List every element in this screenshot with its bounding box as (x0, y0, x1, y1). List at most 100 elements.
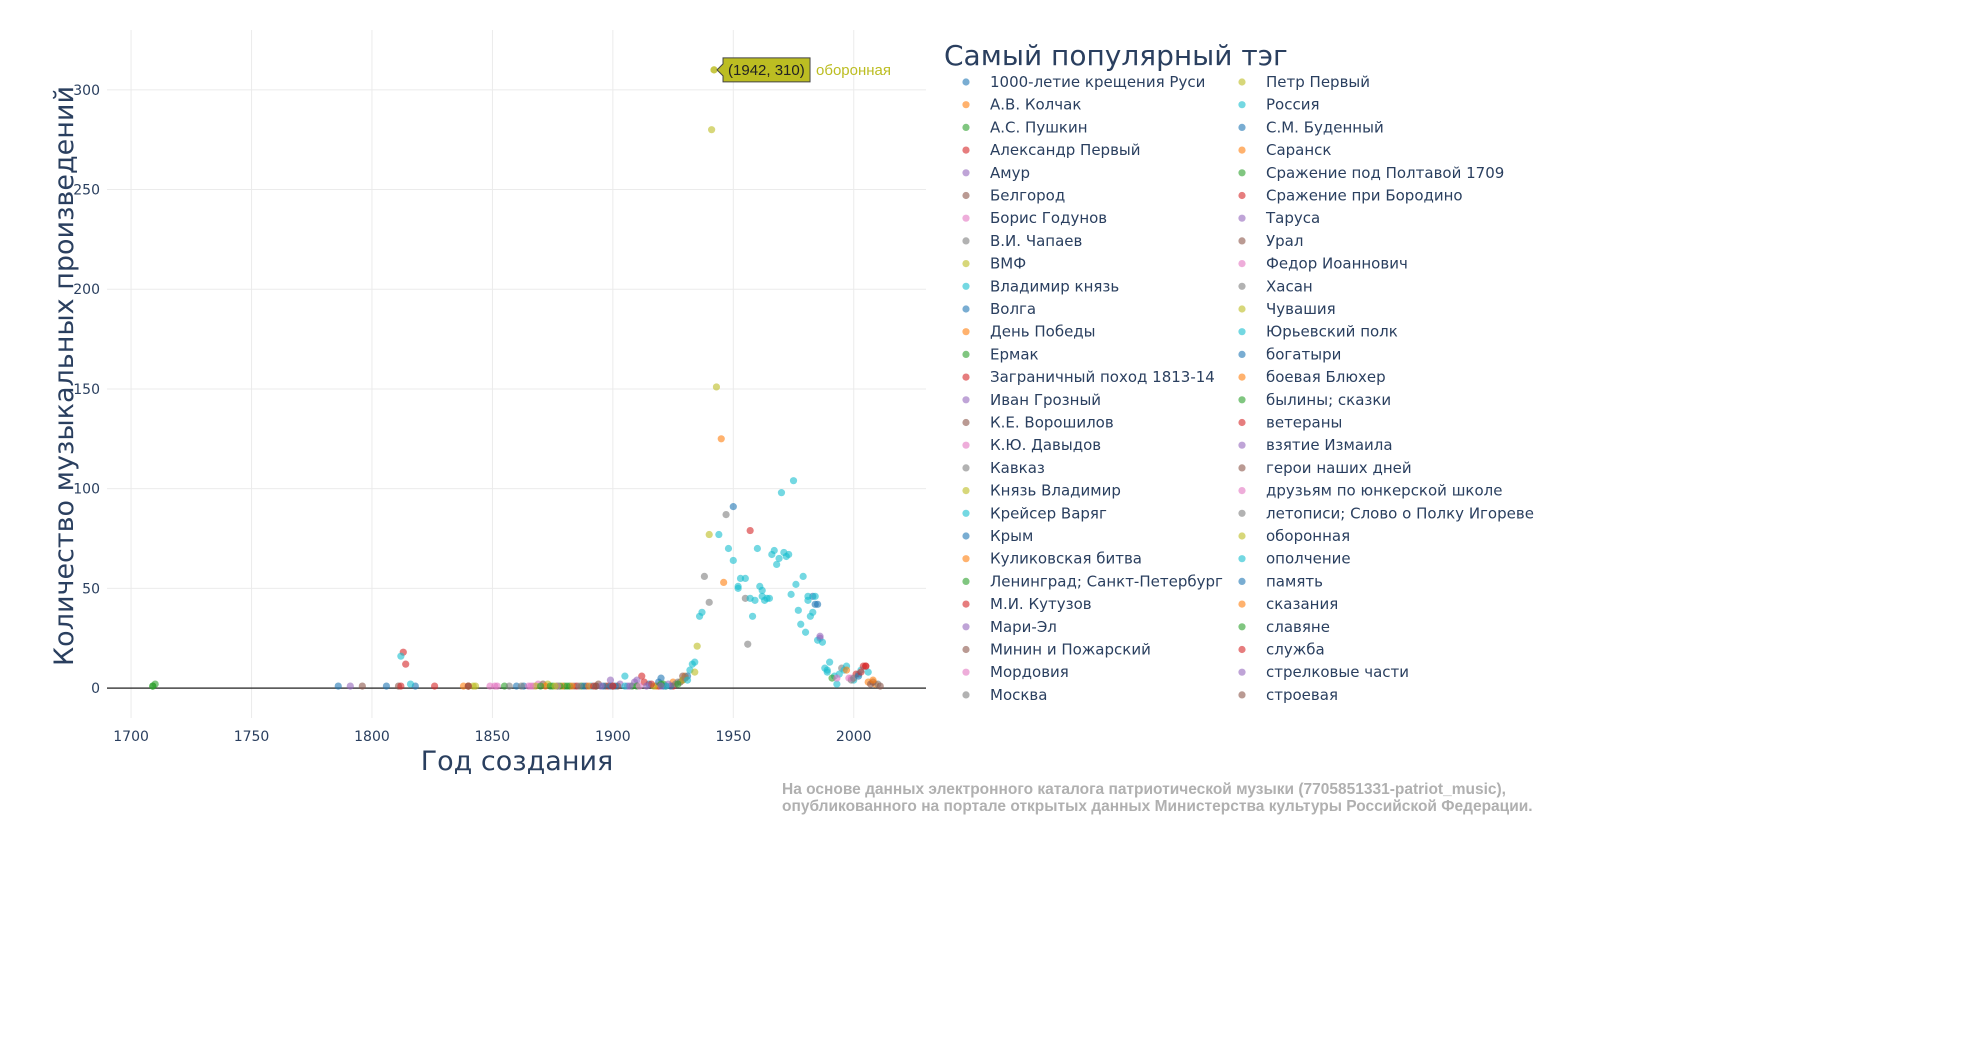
data-point[interactable] (592, 682, 600, 690)
data-point[interactable] (864, 668, 872, 676)
legend-item[interactable]: служба (1238, 641, 1325, 659)
data-point[interactable] (758, 586, 766, 594)
legend-item[interactable]: оборонная (1238, 527, 1350, 545)
data-point[interactable] (708, 126, 716, 134)
data-point[interactable] (397, 682, 405, 690)
legend-item[interactable]: былины; сказки (1238, 391, 1391, 409)
data-point[interactable] (775, 554, 783, 563)
data-point[interactable] (642, 682, 651, 690)
data-point[interactable] (674, 680, 682, 688)
legend-item[interactable]: К.Е. Ворошилов (962, 414, 1114, 432)
data-point[interactable] (876, 682, 884, 690)
data-point[interactable] (869, 676, 877, 684)
data-point[interactable] (746, 526, 754, 535)
data-point[interactable] (801, 628, 810, 636)
legend-item[interactable]: сказания (1238, 595, 1338, 613)
legend-item[interactable]: герои наших дней (1238, 459, 1412, 477)
data-point[interactable] (406, 680, 415, 688)
legend-item[interactable]: Таруса (1238, 209, 1320, 227)
data-point[interactable] (792, 580, 800, 588)
legend-item[interactable]: Федор Иоаннович (1238, 255, 1408, 273)
data-point[interactable] (691, 658, 699, 666)
data-point[interactable] (777, 489, 786, 497)
legend-item[interactable]: летописи; Слово о Полку Игореве (1238, 504, 1534, 522)
data-point[interactable] (657, 682, 665, 690)
data-point[interactable] (773, 560, 781, 569)
legend[interactable]: 1000-летие крещения Руси А.В. Колчак А.С. … (962, 73, 1534, 704)
data-point[interactable] (382, 682, 391, 690)
data-point[interactable] (149, 682, 157, 690)
data-point[interactable] (635, 682, 643, 690)
data-point[interactable] (789, 477, 798, 485)
data-point[interactable] (346, 682, 354, 690)
data-point[interactable] (491, 682, 499, 690)
legend-item[interactable]: Минин и Пожарский (962, 641, 1151, 659)
data-point[interactable] (811, 600, 819, 608)
data-point[interactable] (794, 606, 802, 614)
legend-item[interactable]: Белгород (962, 187, 1065, 205)
data-point[interactable] (816, 632, 824, 640)
legend-item[interactable]: Хасан (1238, 277, 1313, 295)
data-point[interactable] (720, 578, 728, 586)
data-point[interactable] (833, 680, 841, 688)
data-point[interactable] (621, 672, 629, 680)
legend-item[interactable]: ополчение (1238, 550, 1351, 568)
legend-item[interactable]: Мари-Эл (962, 618, 1057, 636)
legend-item[interactable]: Иван Грозный (962, 391, 1101, 409)
data-point[interactable] (358, 682, 366, 690)
legend-item[interactable]: Сражение под Полтавой 1709 (1238, 164, 1504, 182)
data-point[interactable] (833, 674, 841, 682)
data-point[interactable] (744, 640, 752, 648)
data-point[interactable] (638, 672, 646, 680)
legend-item[interactable]: Юрьевский полк (1238, 323, 1398, 341)
data-point[interactable] (809, 608, 817, 616)
legend-item[interactable]: С.М. Буденный (1238, 118, 1384, 136)
legend-item[interactable]: Саранск (1238, 141, 1332, 159)
data-point[interactable] (683, 676, 692, 684)
legend-item[interactable]: взятие Измаила (1238, 436, 1393, 454)
legend-item[interactable]: боевая Блюхер (1238, 368, 1386, 386)
data-point[interactable] (575, 682, 583, 690)
data-point[interactable] (563, 682, 571, 690)
data-point[interactable] (715, 530, 723, 539)
data-point[interactable] (700, 572, 708, 581)
legend-item[interactable]: Волга (962, 300, 1036, 318)
data-point[interactable] (464, 682, 472, 690)
data-point[interactable] (722, 510, 730, 519)
data-points[interactable] (149, 66, 884, 690)
data-point[interactable] (753, 544, 761, 553)
data-point[interactable] (804, 596, 812, 604)
data-point[interactable] (712, 383, 721, 391)
data-point[interactable] (799, 572, 807, 581)
legend-item[interactable]: Петр Первый (1238, 73, 1370, 91)
legend-item[interactable]: Мордовия (962, 663, 1069, 681)
legend-item[interactable]: Крым (962, 527, 1033, 545)
legend-item[interactable]: Москва (962, 686, 1047, 704)
data-point[interactable] (724, 544, 733, 553)
legend-item[interactable]: ветераны (1238, 414, 1342, 432)
data-point[interactable] (765, 594, 774, 602)
legend-item[interactable]: Заграничный поход 1813-14 (962, 368, 1215, 386)
legend-item[interactable]: День Победы (962, 323, 1096, 341)
legend-item[interactable]: Князь Владимир (962, 482, 1121, 500)
data-point[interactable] (626, 682, 634, 690)
legend-item[interactable]: Крейсер Варяг (962, 504, 1107, 522)
data-point[interactable] (609, 682, 617, 690)
legend-item[interactable]: 1000-летие крещения Руси (962, 73, 1205, 91)
data-point[interactable] (857, 668, 865, 676)
data-point[interactable] (431, 682, 439, 690)
legend-item[interactable]: память (1238, 572, 1323, 590)
data-point[interactable] (842, 666, 851, 674)
legend-item[interactable]: Ермак (962, 345, 1039, 363)
data-point[interactable] (729, 503, 737, 511)
legend-item[interactable]: Урал (1238, 232, 1303, 250)
legend-item[interactable]: М.И. Кутузов (962, 595, 1092, 613)
data-point[interactable] (551, 682, 559, 690)
data-point[interactable] (729, 556, 737, 565)
data-point[interactable] (505, 682, 513, 690)
data-point[interactable] (751, 596, 759, 604)
legend-item[interactable]: строевая (1238, 686, 1338, 704)
legend-item[interactable]: Александр Первый (962, 141, 1141, 159)
legend-item[interactable]: Сражение при Бородино (1238, 187, 1463, 205)
legend-item[interactable]: богатыри (1238, 345, 1341, 363)
